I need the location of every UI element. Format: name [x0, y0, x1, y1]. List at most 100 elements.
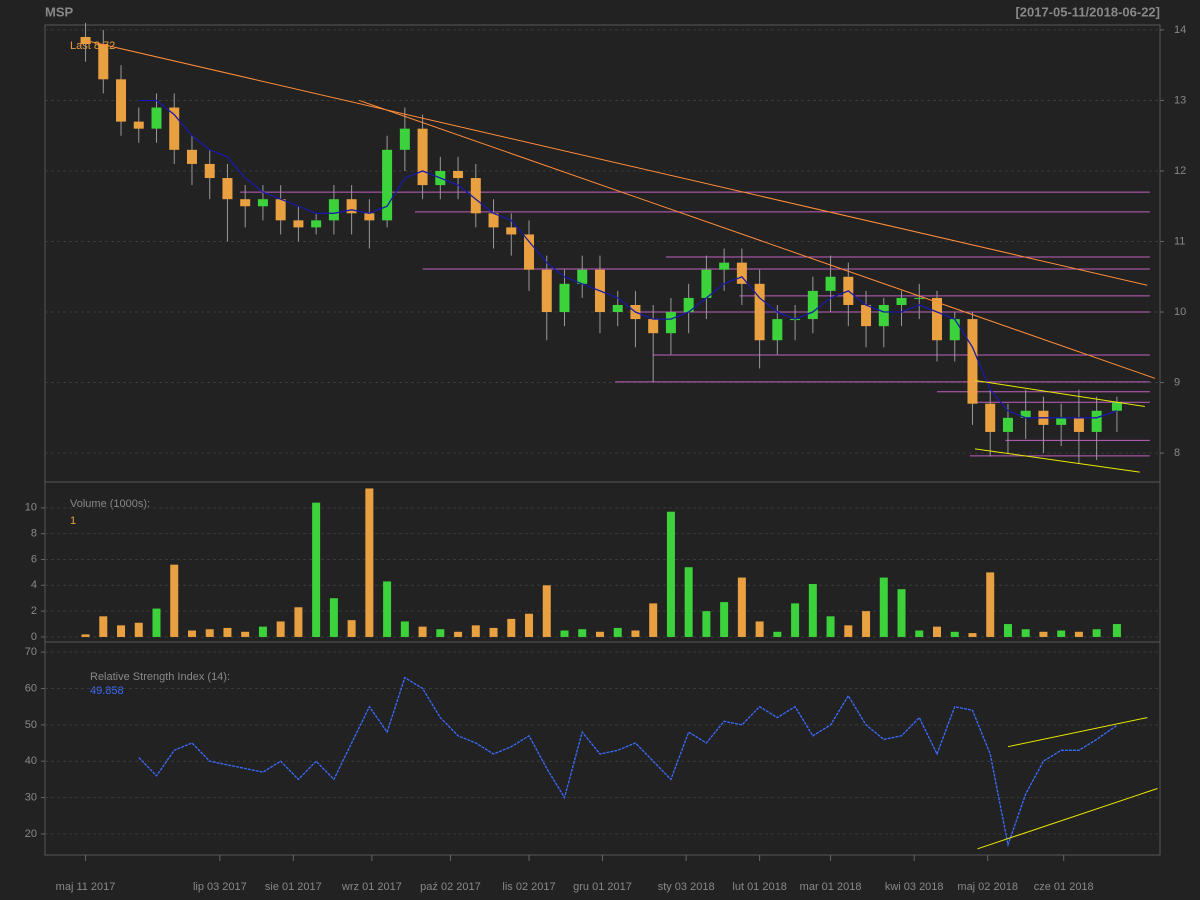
x-tick-label: mar 01 2018 [800, 881, 862, 893]
volume-bar [525, 613, 534, 637]
y-tick-label: 8 [31, 528, 37, 540]
volume-bar [418, 626, 427, 637]
candle-body [932, 297, 942, 341]
candle-body [754, 283, 765, 341]
candle-body [559, 283, 570, 313]
volume-bar [897, 589, 906, 637]
y-tick-label: 8 [1174, 447, 1180, 459]
volume-bar [1112, 624, 1121, 637]
volume-last: 1 [70, 515, 76, 527]
candle-body [328, 199, 339, 221]
volume-bar [400, 621, 409, 637]
x-tick-label: sie 01 2017 [265, 881, 322, 893]
candle-body [116, 79, 127, 122]
x-tick-label: paź 02 2017 [420, 881, 481, 893]
x-tick-label: lis 02 2017 [502, 881, 555, 893]
y-tick-label: 0 [31, 631, 37, 643]
x-tick-label: cze 01 2018 [1034, 881, 1094, 893]
volume-bar [684, 567, 693, 637]
volume-bar [489, 627, 498, 637]
candle-body [222, 178, 233, 200]
volume-bar [791, 603, 800, 637]
candle-body [470, 178, 481, 214]
candle-body [1111, 402, 1122, 411]
volume-bar [365, 488, 374, 637]
candle-body [169, 107, 180, 150]
candle-body [151, 107, 162, 129]
volume-bar [1039, 631, 1048, 637]
volume-bar [117, 625, 126, 637]
y-tick-label: 11 [1174, 235, 1185, 247]
candle-body [453, 170, 464, 179]
volume-bar [170, 564, 179, 637]
y-tick-label: 4 [31, 579, 37, 591]
candle-body [736, 262, 747, 284]
volume-bar [294, 607, 303, 637]
volume-bar [347, 620, 356, 637]
candle-body [98, 44, 109, 80]
volume-bar [737, 577, 746, 637]
candle-body [293, 220, 304, 228]
candle-body [346, 199, 357, 214]
volume-label: Volume (1000s): [70, 498, 150, 510]
candle-body [417, 128, 428, 186]
x-tick-label: lip 03 2017 [193, 881, 247, 893]
x-tick-label: lut 01 2018 [732, 881, 786, 893]
y-tick-label: 13 [1174, 94, 1186, 106]
volume-bar [312, 502, 321, 637]
candle-body [577, 269, 588, 284]
candle-body [719, 262, 730, 270]
y-tick-label: 12 [1174, 165, 1186, 177]
trend-line [359, 99, 1156, 379]
y-tick-label: 14 [1174, 24, 1186, 36]
candle-body [861, 304, 872, 327]
x-tick-label: kwi 03 2018 [885, 881, 944, 893]
volume-bar [134, 622, 143, 637]
candle-body [275, 199, 286, 221]
candle-body [204, 163, 215, 179]
volume-bar [755, 621, 764, 637]
volume-bar [223, 627, 232, 637]
volume-bar [879, 577, 888, 637]
candle-body [364, 213, 375, 221]
y-tick-label: 10 [1174, 306, 1186, 318]
volume-bar [666, 511, 675, 637]
candle-body [1091, 410, 1102, 432]
chart-title: MSP [45, 4, 74, 19]
candle-body [914, 297, 925, 299]
candle-body [949, 319, 960, 341]
candle-body [257, 199, 268, 207]
candle-body [1020, 410, 1031, 418]
y-tick-label: 30 [25, 791, 37, 803]
y-tick-label: 20 [25, 828, 37, 840]
x-tick-label: maj 02 2018 [957, 881, 1018, 893]
candle-body [506, 227, 517, 235]
candle-body [311, 220, 322, 228]
candle-body [665, 312, 676, 334]
volume-bar [950, 631, 959, 637]
volume-bar [1074, 631, 1083, 637]
y-tick-label: 60 [25, 682, 37, 694]
volume-bar [152, 608, 161, 637]
y-tick-label: 6 [31, 553, 37, 565]
candle-body [382, 149, 393, 221]
volume-bar [99, 616, 108, 637]
volume-bar [933, 626, 941, 637]
y-tick-label: 10 [25, 502, 37, 514]
candle-body [612, 304, 623, 313]
candle-body [985, 403, 996, 432]
x-tick-label: sty 03 2018 [658, 881, 715, 893]
candle-body [399, 128, 410, 150]
volume-bar [471, 625, 480, 637]
candle-body [683, 297, 694, 313]
candle-body [896, 297, 907, 305]
candle-body [488, 213, 499, 228]
volume-bar [1092, 629, 1101, 637]
volume-bar [595, 631, 604, 637]
trend-line [974, 448, 1140, 473]
volume-bar [1057, 630, 1066, 637]
volume-bar [720, 602, 729, 637]
sma-line [138, 99, 1118, 419]
